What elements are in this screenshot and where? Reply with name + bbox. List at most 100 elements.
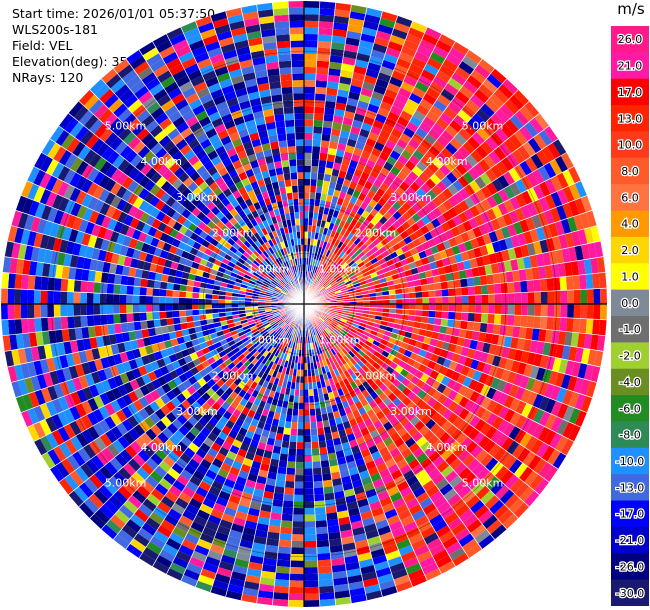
ppi-gate bbox=[334, 590, 351, 599]
ppi-gate bbox=[39, 172, 52, 189]
ppi-gate bbox=[345, 104, 357, 114]
ppi-gate bbox=[119, 304, 127, 314]
ppi-gate bbox=[276, 473, 287, 481]
ppi-gate bbox=[381, 452, 393, 463]
ppi-gate bbox=[457, 242, 467, 254]
ppi-gate bbox=[277, 358, 283, 366]
ppi-gate bbox=[261, 372, 269, 381]
ppi-gate bbox=[473, 276, 481, 287]
ppi-gate bbox=[470, 237, 480, 249]
ppi-gate bbox=[144, 344, 154, 355]
ppi-gate bbox=[150, 171, 162, 184]
ppi-gate bbox=[160, 180, 172, 193]
ppi-gate bbox=[435, 259, 444, 269]
ppi-gate bbox=[311, 441, 320, 449]
ppi-gate bbox=[362, 372, 371, 381]
ppi-gate bbox=[540, 291, 548, 304]
ppi-gate bbox=[521, 292, 528, 304]
ppi-gate bbox=[157, 164, 169, 177]
ray-separator bbox=[303, 49, 470, 305]
ppi-gate bbox=[322, 255, 328, 263]
ppi-gate bbox=[411, 132, 424, 145]
ppi-gate bbox=[304, 139, 313, 147]
ppi-gate bbox=[142, 336, 152, 347]
ppi-gate bbox=[283, 286, 290, 292]
ppi-gate bbox=[122, 235, 132, 247]
ppi-gate bbox=[293, 99, 304, 107]
ppi-gate bbox=[321, 330, 328, 338]
ppi-gate bbox=[270, 321, 278, 328]
ppi-gate bbox=[175, 138, 188, 151]
ppi-gate bbox=[257, 264, 265, 271]
ppi-gate bbox=[245, 147, 256, 157]
ppi-gate bbox=[69, 172, 82, 188]
ppi-gate bbox=[73, 304, 81, 317]
ray-separator bbox=[303, 1, 321, 305]
ppi-gate bbox=[47, 290, 54, 304]
ppi-gate bbox=[350, 4, 367, 15]
ppi-gate bbox=[244, 520, 258, 530]
ppi-gate bbox=[158, 135, 172, 148]
ppi-gate bbox=[149, 195, 161, 208]
ppi-gate bbox=[188, 556, 205, 569]
ray-separator bbox=[195, 20, 305, 305]
ppi-gate bbox=[22, 259, 31, 276]
ppi-gate bbox=[403, 75, 418, 87]
ray-separator bbox=[303, 125, 550, 305]
ppi-gate bbox=[375, 567, 392, 578]
ppi-gate bbox=[259, 463, 270, 472]
ppi-gate bbox=[210, 155, 222, 166]
ppi-gate bbox=[281, 159, 290, 168]
ppi-gate bbox=[415, 436, 428, 448]
ppi-gate bbox=[8, 319, 16, 335]
ppi-gate bbox=[231, 310, 239, 316]
ppi-gate bbox=[176, 215, 187, 226]
ppi-gate bbox=[583, 258, 593, 275]
ppi-gate bbox=[196, 432, 208, 443]
ppi-gate bbox=[216, 345, 225, 354]
ppi-gate bbox=[304, 415, 311, 423]
ppi-gate bbox=[140, 163, 153, 176]
ray-separator bbox=[210, 15, 305, 305]
ppi-gate bbox=[129, 379, 140, 391]
ppi-gate bbox=[253, 144, 264, 154]
ppi-gate bbox=[231, 292, 239, 298]
ppi-gate bbox=[255, 257, 263, 265]
ppi-gate bbox=[259, 185, 268, 194]
ppi-gate bbox=[314, 100, 326, 108]
ppi-gate bbox=[268, 134, 279, 143]
ppi-gate bbox=[232, 33, 248, 44]
ppi-gate bbox=[325, 336, 332, 343]
ppi-gate bbox=[74, 230, 85, 245]
ppi-gate bbox=[286, 333, 291, 341]
ppi-gate bbox=[180, 278, 188, 286]
ppi-gate bbox=[229, 153, 240, 164]
ppi-gate bbox=[188, 273, 196, 281]
ppi-gate bbox=[312, 342, 316, 350]
ppi-gate bbox=[318, 316, 325, 322]
ppi-gate bbox=[197, 574, 215, 586]
ppi-gate bbox=[240, 134, 252, 145]
ppi-gate bbox=[399, 464, 412, 476]
ppi-gate bbox=[493, 88, 509, 104]
ppi-gate bbox=[288, 7, 304, 15]
ppi-gate bbox=[162, 51, 179, 65]
ppi-gate bbox=[561, 247, 571, 263]
ppi-gate bbox=[171, 150, 184, 162]
ppi-gate bbox=[423, 429, 435, 442]
ppi-gate bbox=[320, 323, 326, 330]
ppi-gate bbox=[171, 418, 183, 430]
ppi-gate bbox=[415, 297, 423, 304]
ppi-gate bbox=[411, 57, 427, 70]
ppi-gate bbox=[126, 313, 134, 323]
ppi-gate bbox=[252, 350, 260, 358]
ppi-gate bbox=[119, 351, 129, 363]
ppi-gate bbox=[310, 165, 319, 173]
ppi-gate bbox=[150, 453, 163, 466]
ppi-gate bbox=[420, 69, 436, 82]
ppi-gate bbox=[418, 171, 430, 183]
ppi-gate bbox=[339, 227, 347, 236]
ppi-gate bbox=[548, 222, 559, 238]
ppi-gate bbox=[259, 289, 267, 294]
ppi-gate bbox=[141, 328, 150, 339]
